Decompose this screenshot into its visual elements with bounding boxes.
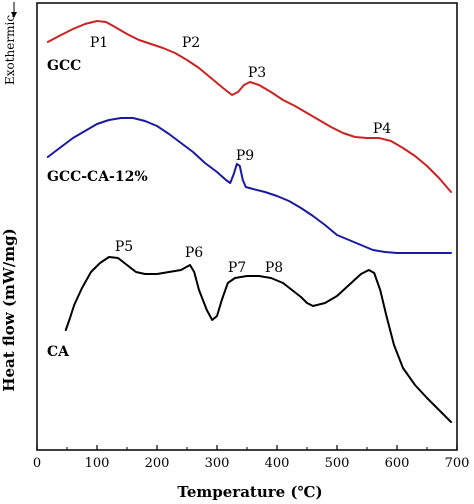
x-tick-label-0: 0: [33, 456, 41, 471]
peak-label-p9: P9: [236, 148, 254, 164]
series-label-ca: CA: [47, 344, 70, 360]
arrow-down-icon: [11, 2, 17, 18]
peak-label-p4: P4: [373, 121, 391, 137]
series-line-gcc-ca-12: [46, 117, 452, 254]
y-axis-title: Heat flow (mW/mg): [0, 228, 18, 391]
x-tick-label-400: 400: [265, 456, 290, 471]
x-tick-label-100: 100: [85, 456, 110, 471]
peak-label-p8: P8: [265, 260, 283, 276]
series-label-gcc-ca-12: GCC-CA-12%: [47, 169, 148, 185]
peak-label-p3: P3: [248, 65, 266, 81]
peak-label-p7: P7: [228, 260, 246, 276]
series-line-ca: [64, 256, 452, 423]
series-line-gcc: [46, 20, 452, 193]
x-axis: 0 100 200 300 400 500 600 700: [33, 445, 470, 471]
x-tick-label-600: 600: [385, 456, 410, 471]
peak-label-p1: P1: [90, 35, 108, 51]
x-tick-label-200: 200: [145, 456, 170, 471]
x-tick-label-300: 300: [205, 456, 230, 471]
plot-area: [36, 2, 458, 451]
exothermic-label: Exothermic: [3, 15, 17, 85]
peak-label-p6: P6: [185, 245, 203, 261]
x-tick-label-500: 500: [325, 456, 350, 471]
series-label-gcc: GCC: [47, 58, 81, 74]
series-lines: [46, 20, 452, 423]
x-tick-label-700: 700: [445, 456, 470, 471]
peak-label-p2: P2: [182, 35, 200, 51]
peak-label-p5: P5: [115, 239, 133, 255]
x-axis-title: Temperature (℃): [177, 483, 322, 501]
